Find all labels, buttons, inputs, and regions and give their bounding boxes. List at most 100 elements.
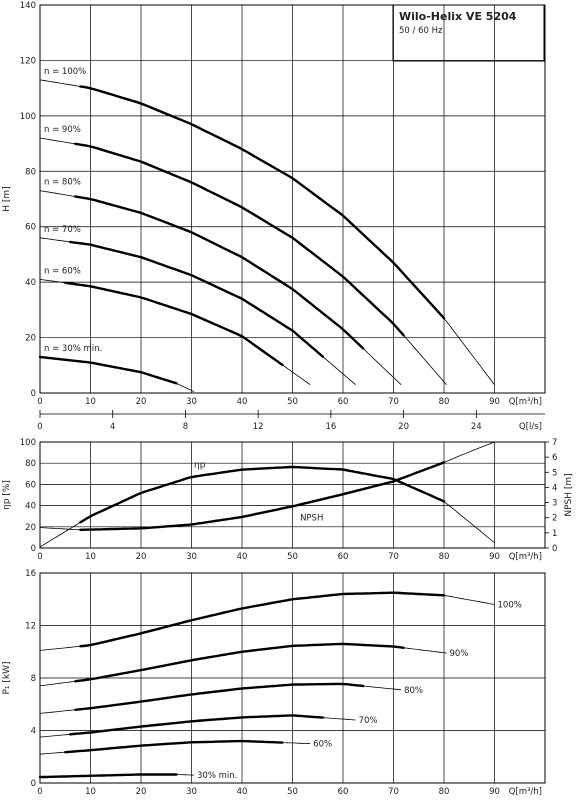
power-x-tick-label: 30 [186, 787, 197, 797]
eff-right-tick-label: 4 [552, 483, 557, 493]
power-y-axis-label: P₁ [kW] [2, 661, 12, 694]
head-x-axis-label: Q[m³/h] [509, 397, 542, 407]
head-plot-frame [39, 4, 546, 394]
power-x-tick-label: 40 [237, 787, 248, 797]
eff-y-axis-label: ηp [%] [2, 480, 12, 510]
head-series-label: n = 90% [44, 125, 81, 135]
head-series-label: n = 30% min. [44, 344, 102, 354]
power-x-tick-label: 50 [287, 787, 298, 797]
head-series-label: n = 70% [44, 225, 81, 235]
eff-series-1-thin-line [39, 441, 495, 531]
head-y-tick-label: 120 [20, 56, 36, 66]
npsh-curve-label: NPSH [300, 514, 323, 524]
head-x-tick-label: 50 [287, 397, 298, 407]
head-series-4-bold-line [64, 281, 284, 367]
eff-x-tick-label: 60 [338, 552, 349, 562]
eff-right-tick-label: 7 [552, 438, 557, 448]
eff-x-tick-label: 20 [136, 552, 147, 562]
power-x-tick-label: 80 [439, 787, 450, 797]
eff-right-tick-label: 5 [552, 468, 557, 478]
power-series-3-bold-line [69, 714, 324, 736]
head-series-0-bold-line [79, 85, 446, 320]
power-series-2-bold-line [74, 682, 365, 711]
efficiency-curve-label: ηp [194, 460, 206, 470]
eff-x-tick-label: 80 [439, 552, 450, 562]
title-box-frame [392, 4, 545, 62]
head-x-tick-label: 60 [338, 397, 349, 407]
head-secondary-tick-label: 12 [253, 422, 264, 432]
head-series-label: n = 80% [44, 178, 81, 188]
eff-y-tick-label: 60 [25, 480, 36, 490]
eff-right-tick-label: 0 [552, 544, 557, 554]
head-secondary-tick-label: 4 [110, 422, 115, 432]
chart-subtitle: 50 / 60 Hz [399, 26, 443, 36]
head-secondary-tick-label: 8 [183, 422, 188, 432]
eff-x-tick-label: 90 [489, 552, 500, 562]
head-series-label: n = 100% [44, 67, 86, 77]
power-series-label: 70% [359, 716, 378, 726]
power-panel: 0 10 20 30 40 50 60 70 80 90 0 4 8 12 16 Q[m³/h] P₁ [kW]… [2, 569, 546, 797]
eff-right-tick-label: 6 [552, 453, 557, 463]
power-x-tick-label: 70 [388, 787, 399, 797]
eff-series-1-bold-line [79, 461, 446, 531]
head-x-tick-label: 10 [85, 397, 96, 407]
power-y-tick-label: 16 [25, 569, 36, 579]
head-series-2-bold-line [74, 195, 365, 350]
power-series-1-thin-line [39, 643, 447, 687]
head-x-tick-label: 70 [388, 397, 399, 407]
head-series-label: n = 60% [44, 266, 81, 276]
head-x-tick-label: 90 [489, 397, 500, 407]
power-series-label: 30% min. [197, 771, 237, 781]
eff-right-tick-label: 1 [552, 529, 557, 539]
power-y-tick-label: 12 [25, 622, 36, 632]
eff-right-axis-label: NPSH [m] [564, 473, 574, 516]
head-y-tick-label: 80 [25, 167, 36, 177]
eff-x-tick-label: 50 [287, 552, 298, 562]
head-x-tick-label: 40 [237, 397, 248, 407]
power-plot-frame [39, 572, 546, 784]
power-series-0-bold-line [79, 591, 446, 648]
eff-y-tick-label: 100 [20, 438, 36, 448]
power-y-tick-label: 8 [31, 674, 36, 684]
head-y-tick-label: 100 [20, 112, 36, 122]
head-secondary-tick-label: 24 [471, 422, 482, 432]
eff-y-tick-label: 0 [31, 544, 36, 554]
head-x-tick-label: 0 [37, 397, 42, 407]
head-y-tick-label: 20 [25, 334, 36, 344]
eff-x-tick-label: 10 [85, 552, 96, 562]
eff-x-tick-label: 0 [37, 552, 42, 562]
power-y-tick-label: 4 [31, 727, 36, 737]
head-series-5-bold-line [38, 355, 178, 385]
power-series-label: 60% [313, 740, 332, 750]
power-series-label: 100% [498, 601, 522, 611]
head-x-tick-label: 30 [186, 397, 197, 407]
head-y-tick-label: 140 [20, 1, 36, 11]
eff-x-axis-label: Q[m³/h] [509, 552, 542, 562]
eff-y-tick-label: 80 [25, 459, 36, 469]
power-series-label: 80% [404, 686, 423, 696]
eff-panel: 0 10 20 30 40 50 60 70 80 90020406080100Q[m³/h]ηp… [2, 438, 574, 562]
head-y-tick-label: 40 [25, 278, 36, 288]
head-series-0-thin-line [39, 79, 495, 385]
head-y-axis-label: H [m] [2, 186, 12, 211]
eff-plot-frame [39, 441, 546, 549]
head-y-tick-label: 0 [31, 389, 36, 399]
eff-x-tick-label: 40 [237, 552, 248, 562]
power-x-tick-label: 10 [85, 787, 96, 797]
eff-y-tick-label: 20 [25, 523, 36, 533]
power-series-4-bold-line [64, 739, 284, 754]
head-secondary-tick-label: 0 [37, 422, 42, 432]
power-series-label: 90% [450, 649, 469, 659]
head-series-1-bold-line [74, 142, 405, 337]
power-x-tick-label: 60 [338, 787, 349, 797]
head-panel: 0 10 20 30 40 50 60 70 80 90020406080100120140Q[m… [2, 1, 546, 432]
head-series-3-bold-line [69, 240, 324, 358]
eff-x-tick-label: 30 [186, 552, 197, 562]
power-x-tick-label: 0 [37, 787, 42, 797]
head-x-tick-label: 20 [136, 397, 147, 407]
power-series-5-bold-line [38, 773, 178, 779]
eff-series-0-bold-line [79, 465, 446, 524]
head-secondary-tick-label: 20 [398, 422, 409, 432]
